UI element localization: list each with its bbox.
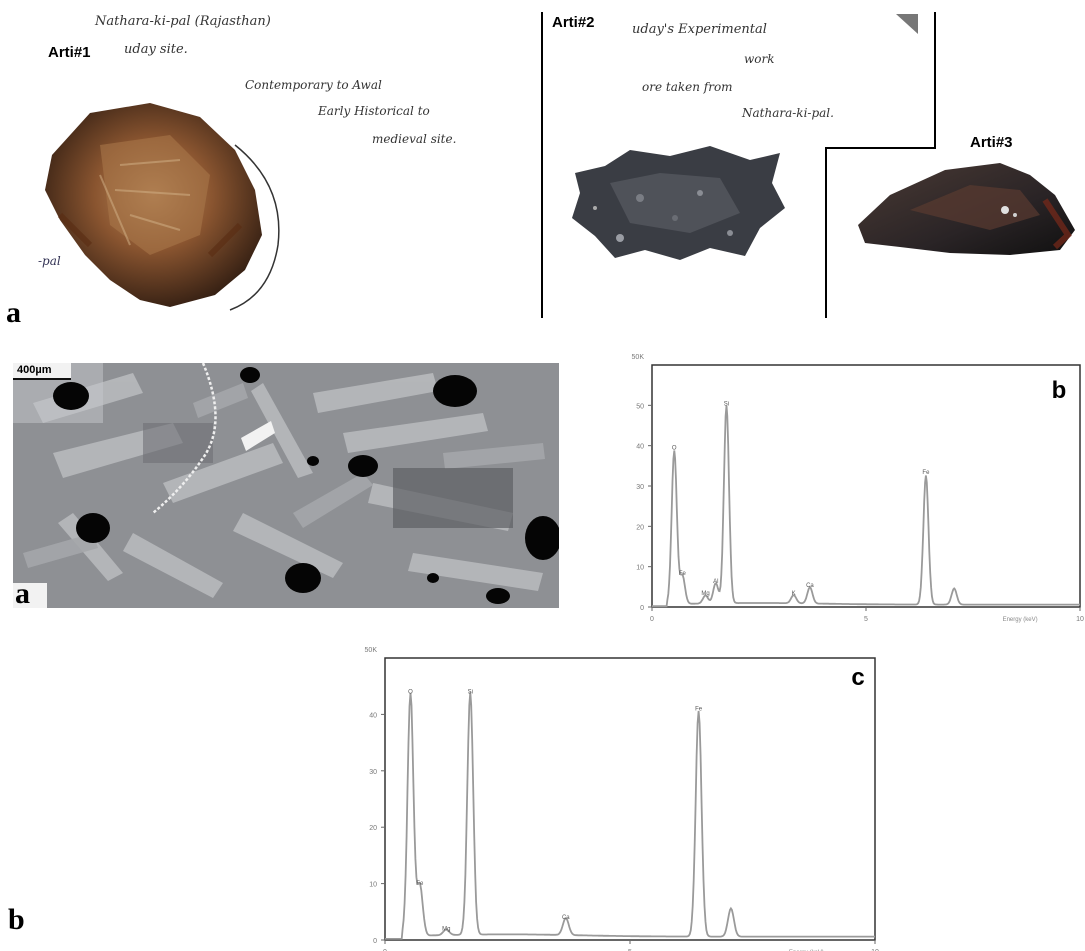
panel-label-a: a — [6, 296, 21, 329]
y-top-label: 50K — [365, 647, 378, 654]
peak-label: Ca — [562, 915, 570, 921]
micrograph: 400µm a — [13, 363, 559, 608]
y-tick-label: 30 — [636, 484, 644, 491]
panel-divider — [934, 12, 936, 149]
corner-fold-icon — [896, 14, 918, 34]
peak-label: O — [408, 689, 413, 695]
x-tick-label: 0 — [383, 949, 387, 951]
plot-frame — [384, 657, 876, 941]
x-tick-label: 5 — [628, 949, 632, 951]
peak-label: Fe — [679, 571, 687, 577]
x-tick-label: 0 — [650, 616, 654, 623]
y-tick-label: 10 — [369, 882, 377, 889]
plot-frame — [651, 364, 1081, 608]
arti1-note-line: Contemporary to Awal — [245, 78, 382, 92]
panel-divider — [825, 148, 827, 318]
peak-label: Ca — [806, 583, 814, 589]
arti1-note-line: uday site. — [124, 42, 188, 57]
peak-label: Mg — [701, 591, 709, 597]
micrograph-label-box — [13, 583, 47, 608]
y-tick-label: 0 — [373, 938, 377, 945]
spectrum-line — [652, 405, 1080, 608]
arti1-note-line: medieval site. — [372, 132, 457, 146]
chart-panel-label: c — [851, 664, 864, 691]
scale-bar — [13, 378, 71, 380]
spectrum-line — [385, 692, 875, 940]
arti2-note-line: uday's Experimental — [632, 22, 767, 37]
arti2-slag-photo — [572, 146, 785, 260]
arti3-ore-photo — [858, 163, 1075, 255]
panel-divider — [541, 12, 543, 318]
x-tick-label: 10 — [871, 949, 879, 951]
arti1-ore-photo — [45, 103, 280, 311]
scale-bar-label: 400µm — [17, 364, 52, 376]
y-tick-label: 20 — [369, 825, 377, 832]
panel-divider — [825, 147, 935, 149]
peak-label: Fe — [416, 881, 424, 887]
peak-label: Si — [468, 689, 473, 695]
arti1-label: Arti#1 — [48, 44, 91, 61]
y-tick-label: 40 — [369, 712, 377, 719]
arti3-label: Arti#3 — [970, 134, 1013, 151]
eds-spectrum-b: 0 10 20 30 40 50 50K 0 5 10 Energy (keV) O Fe Mg Al Si K… — [605, 350, 1085, 630]
peak-label: Al — [713, 579, 718, 585]
peak-label: Fe — [922, 470, 930, 476]
arti1-note-line: Nathara-ki-pal (Rajasthan) — [95, 14, 271, 29]
y-tick-label: 50 — [636, 403, 644, 410]
peak-label: Si — [724, 401, 729, 407]
arti2-note-line: ore taken from — [642, 80, 733, 94]
y-tick-label: 10 — [636, 565, 644, 572]
y-top-label: 50K — [632, 354, 645, 361]
arti1-tag: -pal — [38, 254, 61, 268]
x-tick-label: 10 — [1076, 616, 1084, 623]
panel-label-b: b — [8, 903, 25, 936]
arti2-note-line: work — [744, 52, 775, 66]
peak-label: Fe — [695, 706, 703, 712]
arti2-note-line: Nathara-ki-pal. — [742, 106, 834, 120]
x-axis-label: Energy (keV) — [1003, 617, 1038, 623]
y-tick-label: 20 — [636, 524, 644, 531]
y-tick-label: 30 — [369, 769, 377, 776]
scale-bar-box — [13, 363, 71, 379]
micrograph-image — [13, 363, 559, 608]
peak-label: O — [672, 446, 677, 452]
peak-label: K — [792, 591, 796, 597]
panel-label-micrograph: a — [15, 577, 30, 608]
arti2-label: Arti#2 — [552, 14, 595, 31]
peak-label: Mg — [442, 926, 450, 932]
y-tick-label: 40 — [636, 444, 644, 451]
x-tick-label: 5 — [864, 616, 868, 623]
artifact-panel: Nathara-ki-pal (Rajasthan) Arti#1 uday s… — [0, 0, 1085, 335]
y-tick-label: 0 — [640, 605, 644, 612]
arti1-note-line: Early Historical to — [318, 104, 430, 118]
chart-panel-label: b — [1052, 377, 1067, 404]
